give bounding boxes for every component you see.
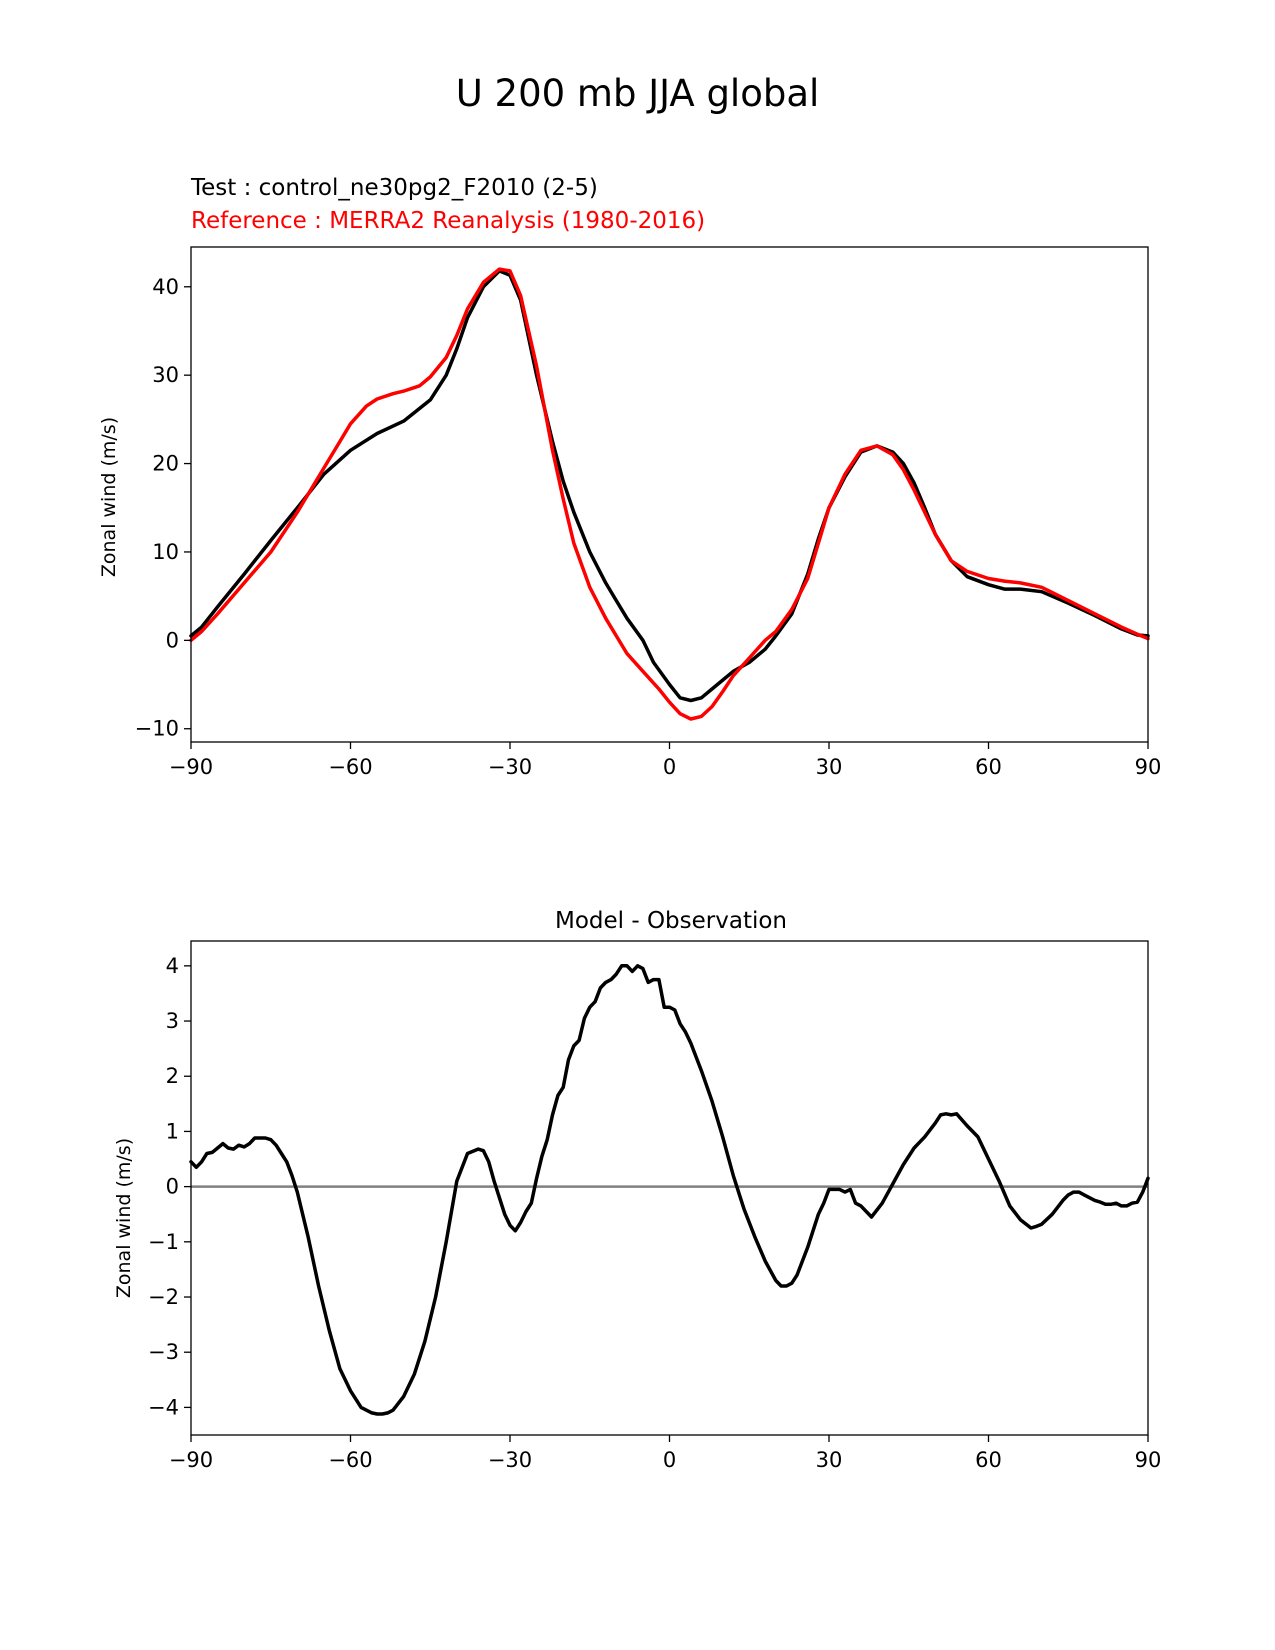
bottom-xtick-label: 60 <box>975 1448 1002 1472</box>
bottom-ytick-label: −3 <box>148 1340 179 1364</box>
bottom-ytick-label: 2 <box>166 1064 179 1088</box>
top-xtick-label: 90 <box>1135 755 1162 779</box>
bottom-ytick-label: 4 <box>166 954 179 978</box>
top-ytick-label: 40 <box>152 275 179 299</box>
top-xtick-label: 30 <box>816 755 843 779</box>
bottom-ytick-label: 0 <box>166 1175 179 1199</box>
bottom-ytick-label: −1 <box>148 1230 179 1254</box>
reference-label: Reference : MERRA2 Reanalysis (1980-2016… <box>191 208 706 234</box>
top-series-test-line <box>189 269 1150 703</box>
bottom-xtick-label: −30 <box>488 1448 532 1472</box>
bottom-ytick-label: −4 <box>148 1395 179 1419</box>
top-ytick-label: 20 <box>152 452 179 476</box>
bottom-ytick-label: 1 <box>166 1119 179 1143</box>
top-series-reference-line <box>189 267 1150 721</box>
test-label: Test : control_ne30pg2_F2010 (2-5) <box>191 175 598 201</box>
bottom-xtick-label: 30 <box>816 1448 843 1472</box>
top-xtick-label: −60 <box>328 755 372 779</box>
top-axes-frame <box>190 246 1149 743</box>
top-xtick-label: 0 <box>663 755 676 779</box>
top-xtick-label: −30 <box>488 755 532 779</box>
top-ytick-label: −10 <box>135 717 179 741</box>
bottom-ytick-label: 3 <box>166 1009 179 1033</box>
bottom-panel-title: Model - Observation <box>555 908 787 934</box>
bottom-axes-frame <box>190 940 1149 1436</box>
bottom-panel-ylabel: Zonal wind (m/s) <box>113 1138 135 1298</box>
top-panel-ylabel: Zonal wind (m/s) <box>98 417 120 577</box>
top-ytick-label: 30 <box>152 363 179 387</box>
bottom-xtick-label: −90 <box>169 1448 213 1472</box>
bottom-panel-difference: Model - Observation Zonal wind (m/s) −90… <box>113 908 1161 1472</box>
bottom-ytick-label: −2 <box>148 1285 179 1309</box>
bottom-xtick-label: −60 <box>328 1448 372 1472</box>
bottom-xtick-label: 90 <box>1135 1448 1162 1472</box>
bottom-xtick-label: 0 <box>663 1448 676 1472</box>
top-ytick-label: 10 <box>152 540 179 564</box>
top-panel-zonal-wind: Zonal wind (m/s) −90 −60 −30 0 30 60 90 −10 0 10 2… <box>98 246 1162 779</box>
top-ytick-label: 0 <box>166 628 179 652</box>
bottom-series-test-line <box>189 964 1150 1416</box>
figure-title: U 200 mb JJA global <box>455 72 820 115</box>
top-xtick-label: −90 <box>169 755 213 779</box>
top-xtick-label: 60 <box>975 755 1002 779</box>
